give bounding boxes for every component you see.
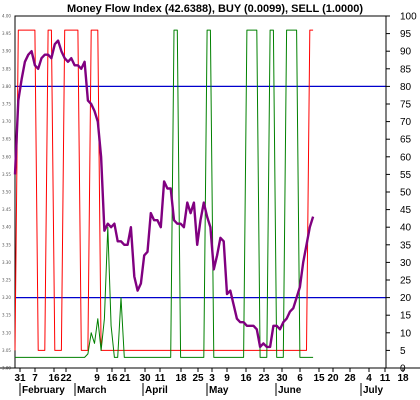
x-tick-label: 16 bbox=[240, 373, 252, 384]
y-tick-label-left: 3.70 bbox=[2, 119, 11, 124]
x-month-label: April bbox=[145, 385, 168, 396]
x-tick-label: 18 bbox=[175, 373, 187, 384]
y-tick-label-left: 3.55 bbox=[2, 172, 11, 177]
chart-title: Money Flow Index (42.6388), BUY (0.0099)… bbox=[67, 3, 363, 15]
y-tick-label-right: 50 bbox=[400, 188, 412, 199]
x-tick-label: 30 bbox=[276, 373, 288, 384]
x-tick-label: 15 bbox=[313, 373, 325, 384]
y-tick-label-left: 3.05 bbox=[2, 348, 11, 353]
x-tick-label: 16 bbox=[48, 373, 60, 384]
y-tick-label-right: 35 bbox=[400, 240, 412, 251]
y-tick-label-left: 3.80 bbox=[2, 84, 11, 89]
y-tick-label-left: 3.65 bbox=[2, 137, 11, 142]
y-tick-label-left: 3.30 bbox=[2, 260, 11, 265]
y-tick-label-right: 10 bbox=[400, 328, 412, 339]
x-month-label: June bbox=[278, 385, 302, 396]
x-tick-label: 31 bbox=[14, 373, 26, 384]
x-tick-label: 18 bbox=[397, 373, 409, 384]
x-tick-label: 9 bbox=[224, 373, 230, 384]
y-tick-label-left: 3.50 bbox=[2, 190, 11, 195]
y-tick-label-left: 3.75 bbox=[2, 102, 11, 107]
x-tick-label: 3 bbox=[209, 373, 215, 384]
x-tick-label: 28 bbox=[344, 373, 356, 384]
y-tick-label-right: 5 bbox=[400, 346, 406, 357]
x-tick-label: 20 bbox=[327, 373, 339, 384]
y-tick-label-left: 3.85 bbox=[2, 66, 11, 71]
x-tick-label: 16 bbox=[106, 373, 118, 384]
x-tick-label: 6 bbox=[297, 373, 303, 384]
x-tick-label: 30 bbox=[139, 373, 151, 384]
x-month-label: May bbox=[209, 385, 229, 396]
y-tick-label-right: 70 bbox=[400, 117, 412, 128]
y-tick-label-left: 3.60 bbox=[2, 154, 11, 159]
y-tick-label-left: 3.20 bbox=[2, 295, 11, 300]
x-tick-label: 11 bbox=[380, 373, 391, 384]
y-tick-label-left: 3.45 bbox=[2, 207, 11, 212]
x-tick-label: 11 bbox=[155, 373, 166, 384]
series-line-mfi bbox=[13, 39, 315, 349]
x-tick-label: 25 bbox=[192, 373, 204, 384]
y-tick-label-left: 3.15 bbox=[2, 313, 11, 318]
x-tick-label: 7 bbox=[32, 373, 38, 384]
y-tick-label-right: 75 bbox=[400, 100, 412, 111]
x-month-label: February bbox=[22, 385, 65, 396]
x-month-label: March bbox=[77, 385, 106, 396]
y-tick-label-right: 20 bbox=[400, 293, 412, 304]
y-tick-label-right: 55 bbox=[400, 170, 412, 181]
y-tick-label-right: 65 bbox=[400, 135, 412, 146]
y-tick-label-right: 15 bbox=[400, 311, 412, 322]
y-tick-label-right: 30 bbox=[400, 258, 412, 269]
y-tick-label-right: 40 bbox=[400, 223, 412, 234]
y-tick-label-left: 3.90 bbox=[2, 49, 11, 54]
y-tick-label-right: 25 bbox=[400, 276, 412, 287]
x-tick-label: 21 bbox=[119, 373, 131, 384]
y-tick-label-left: 3.25 bbox=[2, 278, 11, 283]
y-tick-label-left: 4.00 bbox=[2, 14, 11, 19]
y-tick-label-left: 3.10 bbox=[2, 330, 11, 335]
x-tick-label: 22 bbox=[60, 373, 72, 384]
y-tick-label-right: 95 bbox=[400, 29, 412, 40]
x-tick-label: 4 bbox=[366, 373, 372, 384]
x-month-label: July bbox=[363, 385, 383, 396]
y-tick-label-left: 3.40 bbox=[2, 225, 11, 230]
x-tick-label: 23 bbox=[258, 373, 270, 384]
y-tick-label-right: 100 bbox=[400, 12, 417, 23]
y-tick-label-right: 90 bbox=[400, 47, 412, 58]
y-tick-label-left: 3.95 bbox=[2, 31, 11, 36]
y-tick-label-right: 85 bbox=[400, 64, 412, 75]
y-tick-label-right: 45 bbox=[400, 205, 412, 216]
y-tick-label-right: 60 bbox=[400, 152, 412, 163]
x-tick-label: 9 bbox=[94, 373, 100, 384]
series-line-buy bbox=[15, 29, 314, 358]
series-line-sell bbox=[14, 29, 314, 351]
y-tick-label-left: 3.35 bbox=[2, 242, 11, 247]
y-tick-label-right: 80 bbox=[400, 82, 412, 93]
